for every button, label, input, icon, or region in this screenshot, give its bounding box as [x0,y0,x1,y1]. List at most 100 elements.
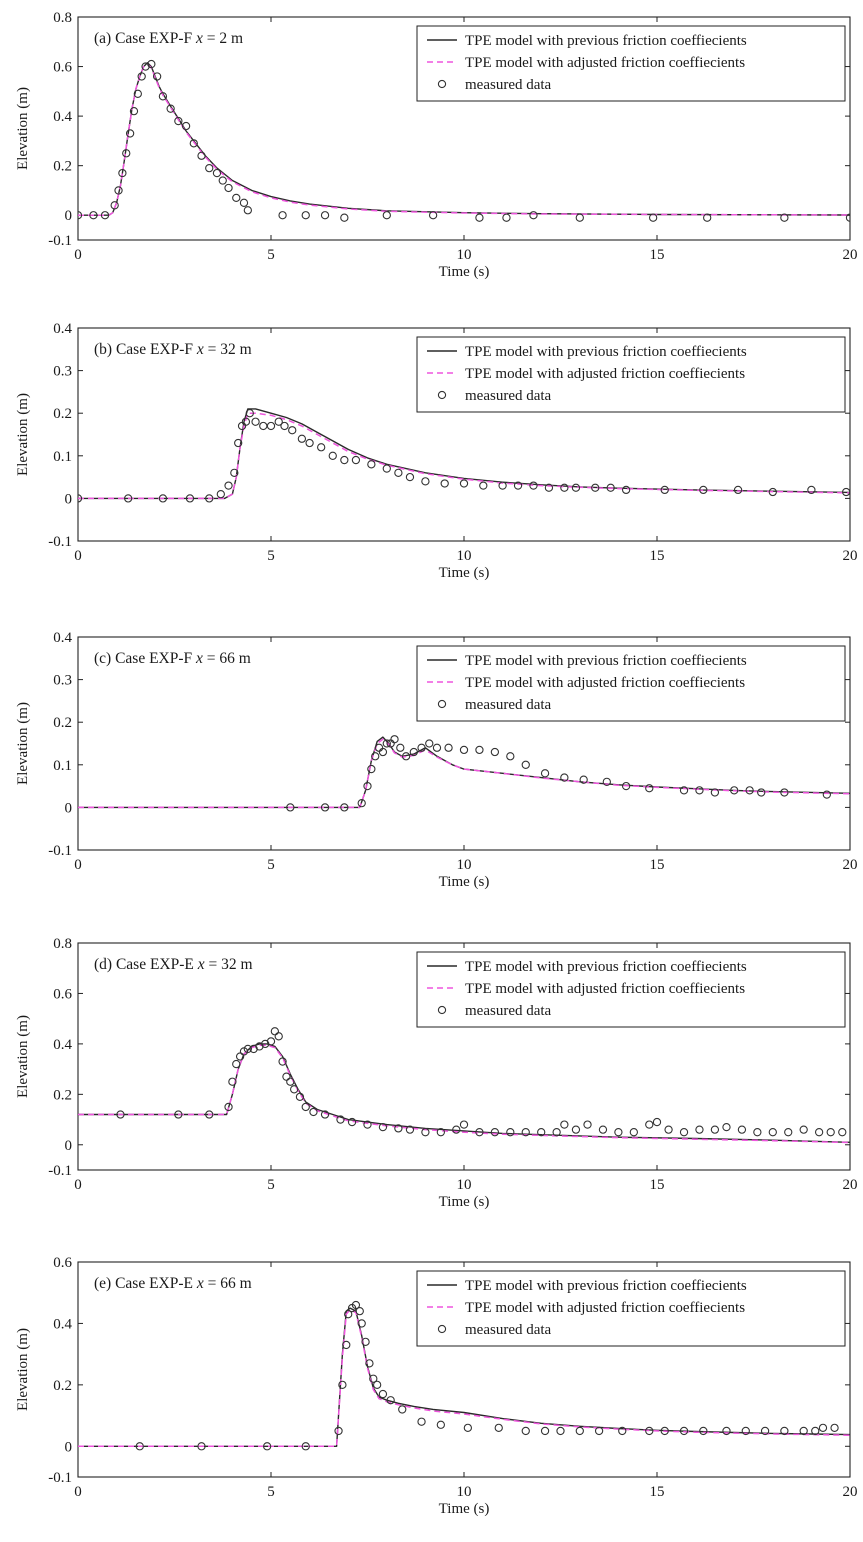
legend-label-adjusted: TPE model with adjusted friction coeffie… [465,55,745,71]
panel-title-variable: x [197,956,205,973]
y-tick-label: 0.1 [53,758,72,774]
measured-point [799,1426,808,1436]
measured-point [452,1125,461,1134]
measured-point [328,451,337,460]
measured-point [129,107,139,116]
legend-box [416,645,846,722]
measured-point [320,211,330,220]
measured-point [560,773,569,782]
legend-label-previous: TPE model with previous friction coeffie… [465,1278,747,1294]
panel-title: (a) Case EXP-F x = 2 m [94,30,243,47]
measured-point [602,777,611,786]
measured-point [243,206,252,215]
measured-point [710,788,720,797]
measured-point [351,455,361,465]
measured-point [245,409,254,418]
measured-point [679,786,689,795]
measured-point [571,483,581,492]
measured-point [475,745,484,755]
legend-box [416,951,846,1028]
measured-point [621,485,631,495]
measured-point [378,1122,388,1132]
legend-swatch-measured [437,699,447,709]
measured-point [814,1128,824,1137]
measured-point [618,1426,627,1436]
measured-point [440,479,449,488]
measured-point [386,1396,395,1405]
legend-label-previous: TPE model with previous friction coeffie… [465,959,747,975]
measured-point [336,1115,345,1124]
panel-title-suffix: = 2 m [203,30,243,47]
y-tick-label: 0.3 [53,673,72,689]
measured-point [371,752,380,761]
measured-point [401,752,411,761]
measured-point [594,1426,604,1436]
series-line-adjusted [78,412,850,500]
measured-point [652,1117,662,1127]
measured-point [645,1426,654,1436]
measured-point [621,781,631,791]
panel-title: (c) Case EXP-F x = 66 m [94,650,251,667]
legend-label-measured: measured data [465,1003,552,1019]
measured-point [648,213,658,222]
measured-point [232,1059,241,1069]
legend-label-adjusted: TPE model with adjusted friction coeffie… [465,366,745,382]
measured-point [382,739,391,748]
legend-box [416,25,846,102]
legend-label-previous: TPE model with previous friction coeffie… [465,344,747,360]
measured-point [838,1128,847,1137]
measured-point [575,1426,584,1436]
measured-point [475,1128,484,1137]
measured-point [286,803,295,812]
y-tick-label: 0 [65,208,73,224]
x-tick-label: 15 [650,247,665,263]
y-tick-label: 0 [65,1439,73,1455]
measured-point [799,1125,808,1134]
measured-point [262,1442,272,1451]
measured-point [463,1423,473,1433]
measured-point [398,1405,407,1414]
y-axis-label: Elevation (m) [15,1328,31,1411]
y-axis-label: Elevation (m) [15,1015,31,1098]
measured-point [695,786,704,795]
measured-point [660,1426,669,1436]
measured-point [425,739,434,748]
measured-point [768,487,777,497]
measured-point [338,1380,347,1390]
y-tick-label: 0.2 [53,715,72,731]
measured-point [591,483,600,492]
measured-point [479,481,488,490]
panel-title: (e) Case EXP-E x = 66 m [94,1275,252,1292]
series-line-previous [78,62,850,216]
measured-point [274,1032,283,1041]
measured-point [147,59,156,69]
panel-title-variable: x [196,341,204,358]
measured-point [490,747,500,757]
panel-title-suffix: = 32 m [205,956,253,973]
x-tick-label: 20 [843,247,858,263]
x-tick-label: 0 [74,247,82,263]
measured-point [305,438,314,448]
measured-point [475,213,484,222]
measured-point [459,1120,469,1129]
measured-point [417,743,426,752]
measured-point [363,1120,372,1129]
legend: TPE model with previous friction coeffie… [416,951,846,1028]
legend-label-adjusted: TPE model with adjusted friction coeffie… [465,1300,745,1316]
measured-point [699,485,708,495]
measured-point [396,743,405,752]
measured-point [382,211,391,220]
y-tick-label: 0.4 [53,630,72,646]
measured-point [185,494,195,503]
measured-point [679,1128,689,1137]
measured-point [498,481,507,490]
y-tick-label: 0.4 [53,109,72,125]
measured-point [459,479,469,488]
measured-point [78,494,83,503]
measured-point [490,1128,500,1137]
x-tick-label: 20 [843,1484,858,1500]
measured-point [317,443,326,452]
